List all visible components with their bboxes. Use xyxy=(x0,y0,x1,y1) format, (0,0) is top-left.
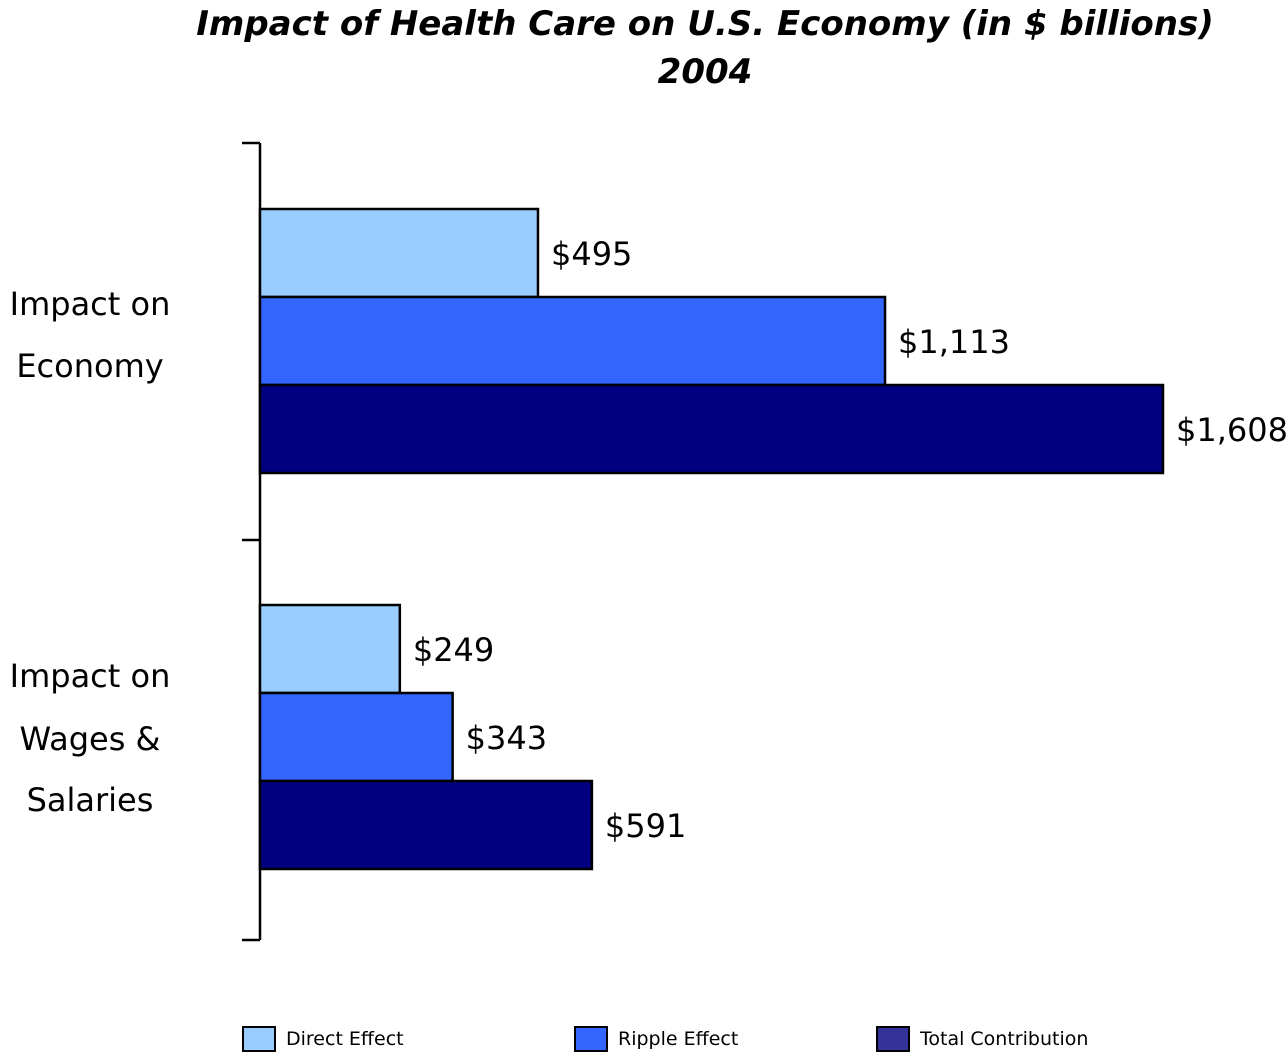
category-label-line: Wages & xyxy=(20,720,161,758)
legend-item-direct-effect: Direct Effect xyxy=(242,1024,404,1054)
legend-swatch-ripple-effect xyxy=(574,1026,608,1052)
data-label-total-contribution-wages-salaries: $591 xyxy=(605,807,686,845)
data-label-ripple-effect-economy: $1,113 xyxy=(898,323,1010,361)
bar-ripple-effect-wages-salaries xyxy=(258,691,454,783)
chart-subtitle: 2004 xyxy=(657,52,753,92)
chart-title: Impact of Health Care on U.S. Economy (i… xyxy=(196,4,1214,44)
bar-direct-effect-wages-salaries xyxy=(258,603,402,695)
legend-item-total-contribution: Total Contribution xyxy=(876,1024,1088,1054)
bar-total-contribution-economy xyxy=(258,383,1165,475)
bar-total-contribution-wages-salaries xyxy=(258,779,594,871)
category-label-line: Impact on xyxy=(10,285,171,323)
data-label-total-contribution-economy: $1,608 xyxy=(1176,411,1287,449)
legend-item-ripple-effect: Ripple Effect xyxy=(574,1024,738,1054)
data-label-direct-effect-economy: $495 xyxy=(551,235,632,273)
category-label-line: Economy xyxy=(16,347,163,385)
category-label-line: Salaries xyxy=(27,781,154,819)
legend-label-direct-effect: Direct Effect xyxy=(286,1028,404,1050)
bar-ripple-effect-economy xyxy=(258,295,887,387)
bar-direct-effect-economy xyxy=(258,207,540,299)
legend-swatch-total-contribution xyxy=(876,1026,910,1052)
data-label-ripple-effect-wages-salaries: $343 xyxy=(466,719,547,757)
legend-label-total-contribution: Total Contribution xyxy=(920,1028,1089,1050)
category-label-line: Impact on xyxy=(10,657,171,695)
legend-label-ripple-effect: Ripple Effect xyxy=(618,1028,739,1050)
legend-swatch-direct-effect xyxy=(242,1026,276,1052)
data-label-direct-effect-wages-salaries: $249 xyxy=(413,631,494,669)
